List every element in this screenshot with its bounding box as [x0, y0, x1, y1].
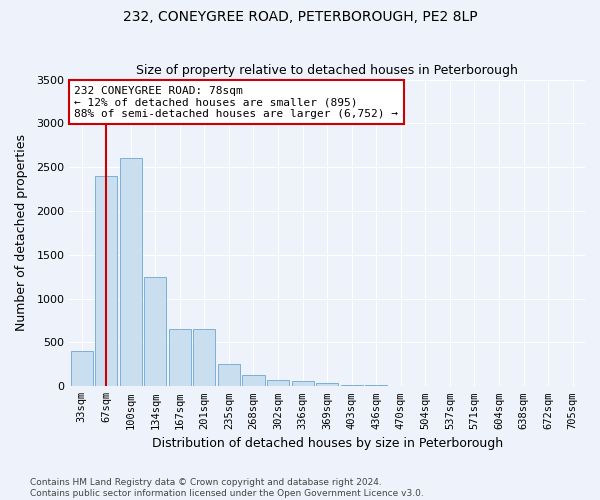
Bar: [218, 364, 240, 386]
Bar: [242, 376, 265, 386]
Bar: [144, 277, 166, 386]
Text: 232 CONEYGREE ROAD: 78sqm
← 12% of detached houses are smaller (895)
88% of semi: 232 CONEYGREE ROAD: 78sqm ← 12% of detac…: [74, 86, 398, 119]
Bar: [119, 158, 142, 386]
Text: Contains HM Land Registry data © Crown copyright and database right 2024.
Contai: Contains HM Land Registry data © Crown c…: [30, 478, 424, 498]
Bar: [169, 330, 191, 386]
Bar: [193, 330, 215, 386]
Bar: [341, 384, 363, 386]
Bar: [95, 176, 117, 386]
Text: 232, CONEYGREE ROAD, PETERBOROUGH, PE2 8LP: 232, CONEYGREE ROAD, PETERBOROUGH, PE2 8…: [122, 10, 478, 24]
Bar: [316, 383, 338, 386]
Bar: [71, 351, 92, 386]
Y-axis label: Number of detached properties: Number of detached properties: [15, 134, 28, 332]
X-axis label: Distribution of detached houses by size in Peterborough: Distribution of detached houses by size …: [152, 437, 503, 450]
Bar: [292, 381, 314, 386]
Title: Size of property relative to detached houses in Peterborough: Size of property relative to detached ho…: [136, 64, 518, 77]
Bar: [267, 380, 289, 386]
